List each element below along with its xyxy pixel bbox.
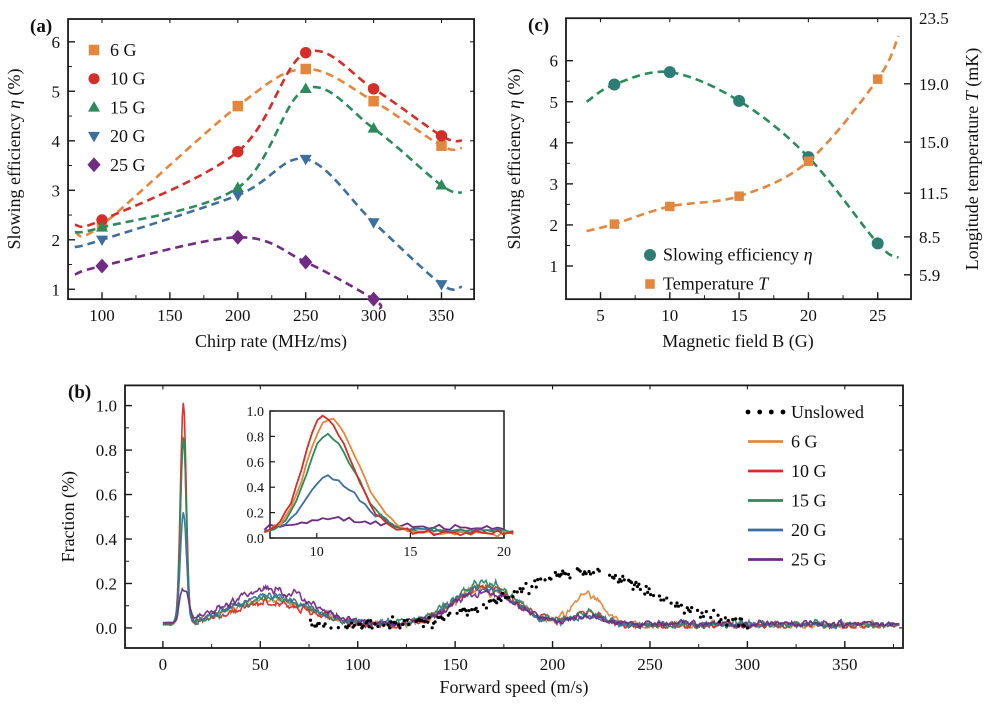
svg-text:Temperature T: Temperature T <box>663 274 770 294</box>
svg-text:1: 1 <box>550 257 559 276</box>
svg-text:20 G: 20 G <box>791 520 827 540</box>
svg-text:23.5: 23.5 <box>919 9 949 28</box>
svg-text:0.8: 0.8 <box>96 441 117 460</box>
svg-text:10 G: 10 G <box>110 69 146 89</box>
svg-text:0.2: 0.2 <box>96 574 117 593</box>
svg-text:20: 20 <box>800 306 817 325</box>
svg-text:25 G: 25 G <box>791 550 827 570</box>
svg-text:25: 25 <box>869 306 886 325</box>
svg-text:1.0: 1.0 <box>247 405 265 420</box>
svg-text:50: 50 <box>252 655 269 674</box>
svg-text:(c): (c) <box>528 15 549 36</box>
svg-text:0.4: 0.4 <box>247 481 265 496</box>
svg-text:Fraction (%): Fraction (%) <box>58 471 79 562</box>
svg-text:6: 6 <box>52 33 61 52</box>
svg-text:150: 150 <box>442 655 468 674</box>
svg-text:19.0: 19.0 <box>919 75 949 94</box>
svg-text:15 G: 15 G <box>110 97 146 117</box>
svg-text:10: 10 <box>661 306 678 325</box>
svg-text:4: 4 <box>52 132 61 151</box>
svg-text:10: 10 <box>310 545 324 560</box>
svg-text:150: 150 <box>157 306 183 325</box>
svg-text:2: 2 <box>550 216 559 235</box>
svg-text:250: 250 <box>637 655 663 674</box>
svg-text:8.5: 8.5 <box>919 228 940 247</box>
svg-text:1: 1 <box>52 280 61 299</box>
svg-text:15.0: 15.0 <box>919 133 949 152</box>
svg-text:3: 3 <box>550 175 559 194</box>
svg-text:200: 200 <box>225 306 251 325</box>
svg-text:0.8: 0.8 <box>247 430 265 445</box>
svg-text:10 G: 10 G <box>791 461 827 481</box>
svg-text:Slowing efficiency η: Slowing efficiency η <box>663 245 813 265</box>
svg-text:Magnetic field B (G): Magnetic field B (G) <box>662 331 813 352</box>
svg-text:350: 350 <box>832 655 858 674</box>
svg-text:20: 20 <box>497 545 511 560</box>
svg-text:15: 15 <box>731 306 748 325</box>
svg-text:0.4: 0.4 <box>96 530 118 549</box>
svg-text:20 G: 20 G <box>110 126 146 146</box>
svg-text:2: 2 <box>52 231 61 250</box>
svg-text:5: 5 <box>596 306 605 325</box>
svg-text:3: 3 <box>52 181 61 200</box>
svg-text:0.2: 0.2 <box>247 507 265 522</box>
svg-text:100: 100 <box>345 655 371 674</box>
svg-text:300: 300 <box>361 306 387 325</box>
svg-text:350: 350 <box>429 306 455 325</box>
svg-text:6 G: 6 G <box>791 432 818 452</box>
svg-text:6 G: 6 G <box>110 40 137 60</box>
svg-text:4: 4 <box>550 134 559 153</box>
svg-text:15: 15 <box>403 545 417 560</box>
svg-text:Slowing efficiency η (%): Slowing efficiency η (%) <box>4 68 25 249</box>
svg-text:5: 5 <box>550 93 559 112</box>
svg-text:0.0: 0.0 <box>96 619 117 638</box>
svg-text:25 G: 25 G <box>110 155 146 175</box>
svg-text:(b): (b) <box>68 382 91 403</box>
svg-text:300: 300 <box>735 655 761 674</box>
svg-text:5.9: 5.9 <box>919 266 940 285</box>
svg-text:11.5: 11.5 <box>919 184 948 203</box>
svg-text:0.6: 0.6 <box>247 456 265 471</box>
svg-text:250: 250 <box>293 306 319 325</box>
svg-text:0: 0 <box>159 655 168 674</box>
svg-text:15 G: 15 G <box>791 491 827 511</box>
svg-text:Chirp rate (MHz/ms): Chirp rate (MHz/ms) <box>195 331 347 352</box>
svg-text:Slowing efficiency η (%): Slowing efficiency η (%) <box>504 68 525 249</box>
svg-text:Forward speed (m/s): Forward speed (m/s) <box>440 677 589 698</box>
svg-text:(a): (a) <box>30 16 52 37</box>
svg-text:5: 5 <box>52 82 61 101</box>
svg-text:Longitude temperature T (mK): Longitude temperature T (mK) <box>962 48 983 270</box>
svg-text:200: 200 <box>540 655 566 674</box>
svg-text:6: 6 <box>550 52 559 71</box>
svg-text:100: 100 <box>89 306 115 325</box>
svg-text:1.0: 1.0 <box>96 397 117 416</box>
svg-text:0.6: 0.6 <box>96 486 117 505</box>
svg-text:Unslowed: Unslowed <box>791 402 864 422</box>
svg-text:0.0: 0.0 <box>247 532 265 547</box>
